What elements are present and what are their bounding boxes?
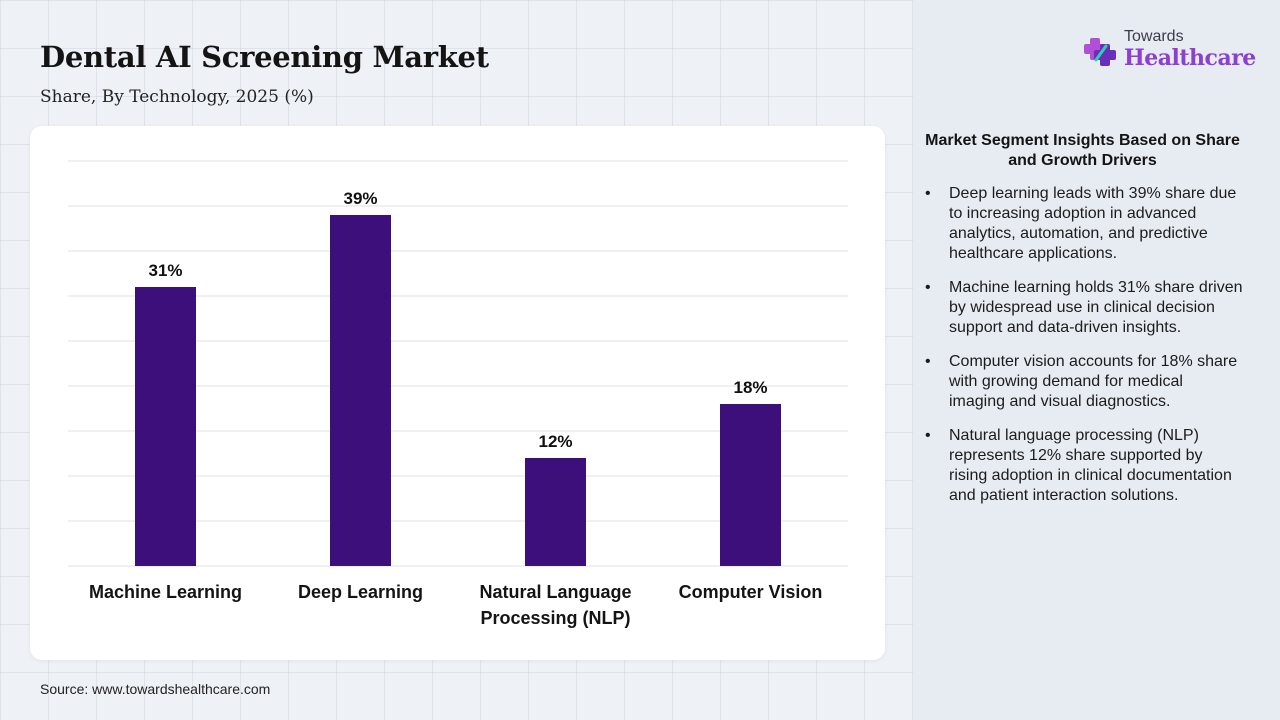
bar-chart: 31% Machine Learning 39% Deep Learning 12% Na… — [68, 160, 848, 628]
insight-item: Machine learning holds 31% share driven … — [925, 278, 1243, 338]
x-tick-label: Machine Learning — [89, 582, 242, 602]
logo-text-small: Towards — [1124, 28, 1184, 45]
source-note: Source: www.towardshealthcare.com — [40, 681, 271, 697]
x-tick-label: Deep Learning — [298, 582, 423, 602]
page-title: Dental AI Screening Market — [40, 40, 489, 74]
insight-item: Natural language processing (NLP) repres… — [925, 426, 1243, 506]
insight-item: Deep learning leads with 39% share due t… — [925, 184, 1243, 264]
x-tick-label: Computer Vision — [679, 582, 823, 602]
data-label: 39% — [343, 189, 377, 208]
x-tick-label: Processing (NLP) — [480, 608, 630, 628]
logo-text-big: Healthcare — [1124, 45, 1256, 71]
data-label: 18% — [733, 378, 767, 397]
chart-subtitle: Share, By Technology, 2025 (%) — [40, 87, 314, 107]
insights-list: Deep learning leads with 39% share due t… — [925, 184, 1243, 520]
insight-item: Computer vision accounts for 18% share w… — [925, 352, 1243, 412]
data-label: 12% — [538, 432, 572, 451]
bar — [525, 458, 586, 566]
brand-logo: Towards Healthcare — [1080, 28, 1260, 78]
bar — [720, 404, 781, 566]
x-tick-label: Natural Language — [479, 582, 631, 602]
chart-card: 31% Machine Learning 39% Deep Learning 12% Na… — [30, 126, 885, 660]
health-cross-icon — [1084, 38, 1116, 66]
bar — [135, 287, 196, 566]
data-label: 31% — [148, 261, 182, 280]
insights-title: Market Segment Insights Based on Share a… — [925, 132, 1240, 169]
bar — [330, 215, 391, 566]
